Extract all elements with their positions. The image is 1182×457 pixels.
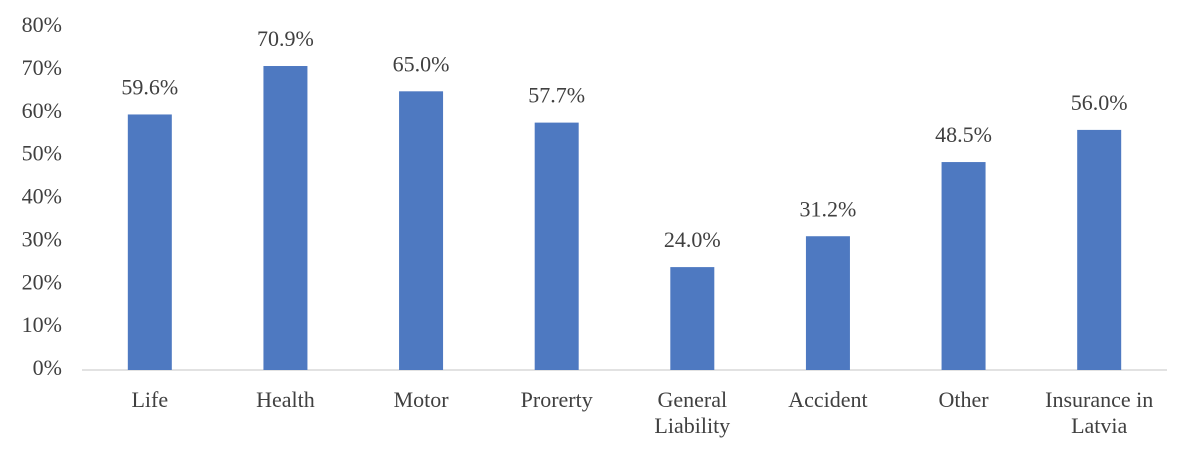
x-tick-label: Other	[938, 387, 989, 412]
data-label: 56.0%	[1071, 90, 1128, 115]
x-tick-label: General Liability	[654, 387, 731, 438]
data-label: 57.7%	[528, 83, 585, 108]
data-label: 24.0%	[664, 227, 721, 252]
x-tick-label: Prorerty	[520, 387, 593, 412]
data-label: 70.9%	[257, 26, 314, 51]
data-label: 59.6%	[121, 75, 178, 100]
data-label: 48.5%	[935, 122, 992, 147]
bar	[263, 66, 308, 371]
y-tick-label: 40%	[22, 184, 62, 209]
y-tick-label: 70%	[22, 55, 62, 80]
x-tick-label: Health	[256, 387, 315, 412]
x-tick-label: Life	[131, 387, 169, 412]
bar	[534, 122, 579, 370]
y-tick-label: 10%	[22, 312, 62, 337]
bar	[805, 236, 850, 370]
y-tick-label: 60%	[22, 98, 62, 123]
x-tick-label: Insurance in Latvia	[1045, 387, 1154, 438]
bar	[399, 91, 444, 370]
bar	[941, 162, 986, 370]
bar	[670, 267, 715, 370]
y-tick-label: 20%	[22, 269, 62, 294]
data-label: 65.0%	[393, 51, 450, 76]
y-tick-label: 0%	[33, 355, 62, 380]
x-tick-label: Accident	[788, 387, 868, 412]
bar	[1077, 129, 1122, 370]
y-tick-label: 30%	[22, 226, 62, 251]
data-label: 31.2%	[800, 196, 857, 221]
y-tick-label: 50%	[22, 141, 62, 166]
bar	[127, 114, 172, 370]
y-tick-label: 80%	[22, 12, 62, 37]
x-tick-label: Motor	[393, 387, 449, 412]
